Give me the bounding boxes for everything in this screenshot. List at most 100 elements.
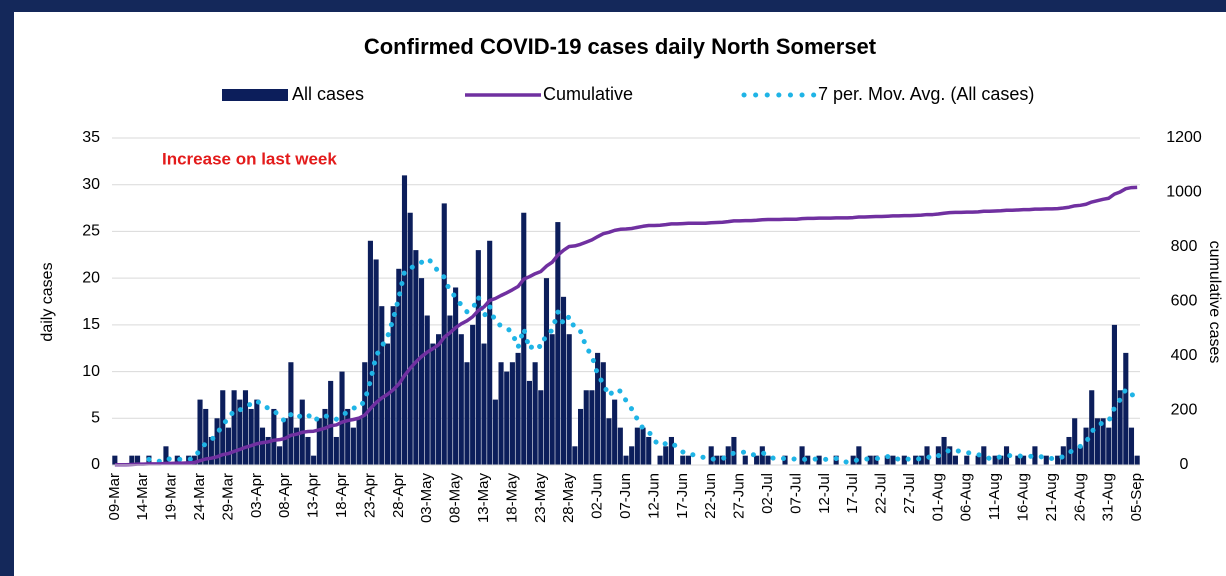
bar (1089, 390, 1095, 465)
bar (646, 436, 652, 465)
bar (612, 399, 618, 465)
bar (685, 455, 692, 465)
x-tick-label: 23-Apr (361, 473, 378, 518)
bar (583, 390, 589, 465)
bar (447, 315, 453, 465)
x-tick-label: 31-Aug (1100, 473, 1117, 521)
y2-axis-label: cumulative cases (1206, 241, 1223, 364)
bar (600, 362, 606, 465)
bar (742, 455, 748, 465)
bar (225, 427, 231, 465)
bar (345, 408, 351, 465)
bar (367, 240, 373, 465)
bar (401, 175, 408, 465)
y2-tick-label: 800 (1171, 238, 1198, 255)
bar (1117, 390, 1123, 465)
bar (850, 455, 856, 465)
legend-label: 7 per. Mov. Avg. (All cases) (818, 84, 1034, 104)
bar (265, 436, 271, 465)
bar (532, 362, 538, 465)
bar (1077, 446, 1083, 465)
bar (316, 418, 322, 465)
bar (1123, 352, 1129, 465)
bar (663, 446, 669, 465)
bar (220, 390, 226, 465)
y-tick-label: 25 (82, 223, 100, 240)
x-tick-label: 22-Jul (873, 473, 890, 514)
bar (163, 446, 169, 465)
bar (191, 455, 197, 465)
y2-tick-label: 200 (1171, 402, 1198, 419)
bar (242, 390, 249, 465)
chart-area (14, 12, 1226, 576)
x-tick-label: 14-Mar (134, 473, 151, 521)
bar (714, 455, 720, 465)
bar (470, 324, 476, 465)
bar (1032, 446, 1038, 465)
bar (708, 446, 714, 465)
bar (328, 380, 334, 465)
x-tick-label: 12-Jun (645, 473, 662, 519)
x-tick-label: 26-Aug (1071, 473, 1088, 521)
x-tick-label: 13-Apr (305, 473, 322, 518)
bar (384, 343, 391, 465)
x-tick-label: 18-Apr (333, 473, 350, 518)
bar (458, 334, 464, 465)
bar (379, 306, 385, 465)
annotation: Increase on last week (162, 149, 337, 168)
x-tick-label: 16-Aug (1015, 473, 1032, 521)
x-tick-label: 07-Jun (617, 473, 634, 519)
bar (890, 455, 896, 465)
bar (322, 408, 328, 465)
bar (487, 240, 493, 465)
bar (1111, 324, 1117, 465)
bar (413, 250, 419, 465)
x-tick-label: 28-May (560, 473, 577, 524)
bar (975, 455, 981, 465)
bar (1100, 418, 1106, 465)
bar (1134, 455, 1140, 465)
x-tick-label: 08-Apr (276, 473, 293, 518)
x-tick-label: 29-Mar (219, 473, 236, 521)
bar (1043, 455, 1049, 465)
x-tick-label: 03-May (418, 473, 435, 524)
x-tick-label: 06-Aug (958, 473, 975, 521)
bar (668, 436, 674, 465)
bar (595, 352, 601, 465)
bar (538, 390, 544, 465)
moving-average-line (146, 255, 1140, 465)
bar (248, 408, 254, 465)
bar (282, 418, 288, 465)
bar (407, 212, 413, 465)
bar (964, 455, 970, 465)
bar (504, 371, 510, 465)
y-tick-label: 20 (82, 269, 100, 286)
x-tick-label: 12-Jul (816, 473, 833, 514)
bar (640, 427, 646, 465)
legend-label: All cases (292, 84, 364, 104)
bar (1021, 455, 1027, 465)
bar (884, 455, 890, 465)
bar (1003, 446, 1010, 465)
bar (254, 399, 260, 465)
y-tick-label: 10 (82, 363, 100, 380)
bar (634, 427, 640, 465)
bar (311, 455, 317, 465)
x-tick-label: 02-Jun (589, 473, 606, 519)
bar (913, 455, 919, 465)
bar (396, 268, 402, 465)
bar (901, 455, 907, 465)
chart-title: Confirmed COVID-19 cases daily North Som… (364, 34, 877, 59)
bar (390, 306, 396, 465)
bar (418, 278, 425, 465)
bar (208, 436, 214, 465)
bar (759, 446, 765, 465)
bar (941, 436, 947, 465)
bar (805, 455, 811, 465)
x-tick-label: 27-Jul (901, 473, 918, 514)
bar (521, 212, 527, 465)
x-tick-label: 22-Jun (702, 473, 719, 519)
x-tick-label: 21-Aug (1043, 473, 1060, 521)
bar (197, 399, 203, 465)
y-tick-label: 35 (82, 129, 100, 146)
